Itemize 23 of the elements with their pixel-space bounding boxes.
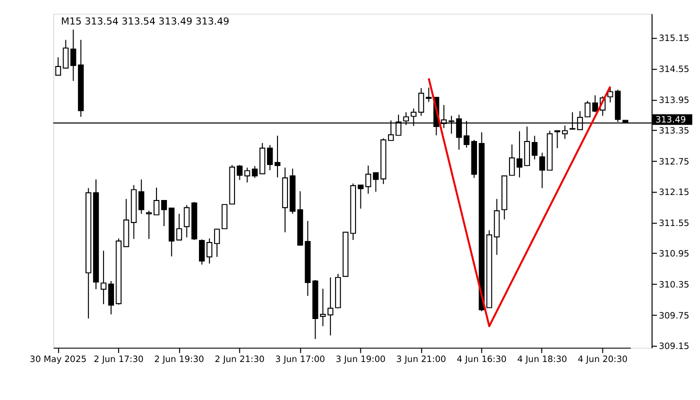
y-tick-label: 315.15 [658, 34, 690, 44]
x-tick-label: 4 Jun 16:30 [456, 354, 507, 365]
y-tick-label: 313.95 [658, 96, 690, 106]
x-tick-label: 4 Jun 20:30 [578, 354, 628, 365]
x-tick-label: 3 Jun 17:00 [275, 354, 326, 365]
y-tick-label: 311.55 [658, 218, 690, 229]
x-tick-label: 30 May 2025 [30, 354, 87, 365]
y-tick-label: 310.95 [658, 250, 690, 260]
y-tick-label: 310.35 [658, 280, 690, 290]
y-tick-label: 312.75 [658, 157, 690, 168]
x-tick-label: 3 Jun 21:00 [396, 354, 446, 365]
x-tick-label: 4 Jun 18:30 [517, 354, 568, 365]
y-tick-label: 312.15 [658, 188, 690, 198]
chart-title: M15 313.54 313.54 313.49 313.49 [60, 16, 230, 28]
y-tick-label: 309.15 [658, 342, 690, 352]
y-tick-label: 313.35 [658, 126, 690, 137]
y-tick-label: 314.55 [658, 64, 690, 75]
x-tick-label: 3 Jun 19:00 [336, 354, 386, 365]
x-tick-label: 2 Jun 21:30 [214, 354, 265, 365]
x-tick-label: 2 Jun 17:30 [94, 354, 144, 365]
y-tick-label: 309.75 [658, 311, 690, 322]
ref-line-label: 313.49 [655, 116, 686, 126]
x-tick-label: 2 Jun 19:30 [154, 354, 204, 365]
